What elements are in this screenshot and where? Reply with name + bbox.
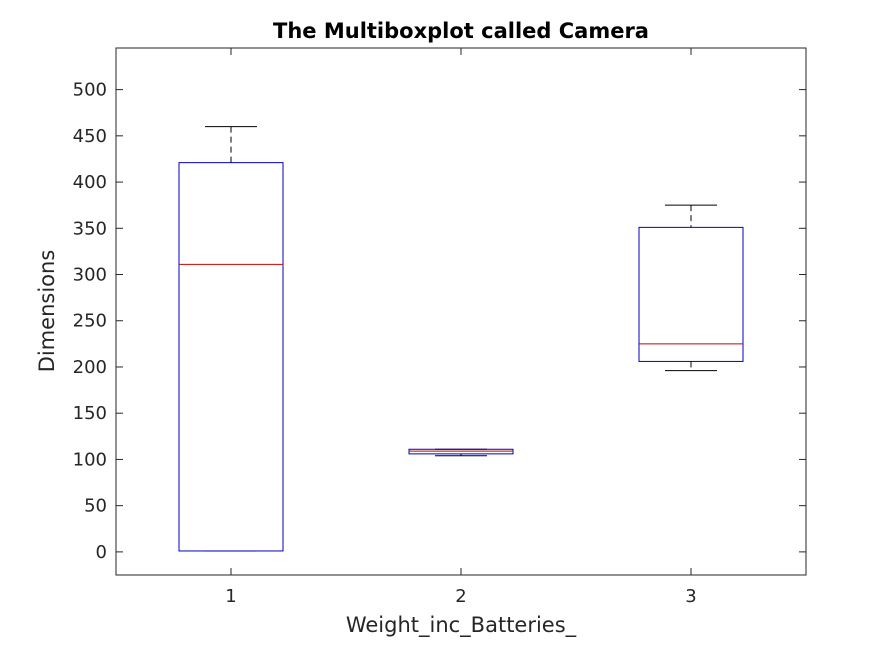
box-3: [638, 204, 744, 372]
y-tick-label: 450: [73, 126, 107, 147]
x-tick-label: 1: [225, 586, 236, 607]
x-tick-label: 3: [685, 586, 696, 607]
chart-title: The Multiboxplot called Camera: [273, 19, 649, 43]
box-body: [638, 226, 744, 362]
y-tick-label: 100: [73, 449, 107, 470]
box-series: [178, 126, 744, 552]
y-tick-label: 150: [73, 403, 107, 424]
box-body: [178, 162, 284, 552]
y-tick-label: 400: [73, 172, 107, 193]
y-tick-label: 0: [96, 542, 107, 563]
y-tick-label: 500: [73, 80, 107, 101]
box-2: [408, 448, 514, 457]
y-tick-label: 300: [73, 265, 107, 286]
y-axis-ticks: 0 50 100 150 200 250 300 350 400 450 500: [73, 80, 806, 563]
box-1: [178, 126, 284, 552]
y-axis-label: Dimensions: [35, 250, 59, 373]
x-axis-ticks: 1 2 3: [225, 48, 697, 607]
y-tick-label: 350: [73, 218, 107, 239]
y-tick-label: 50: [84, 496, 107, 517]
x-tick-label: 2: [455, 586, 466, 607]
y-tick-label: 250: [73, 311, 107, 332]
x-axis-label: Weight_inc_Batteries_: [346, 613, 577, 638]
y-tick-label: 200: [73, 357, 107, 378]
